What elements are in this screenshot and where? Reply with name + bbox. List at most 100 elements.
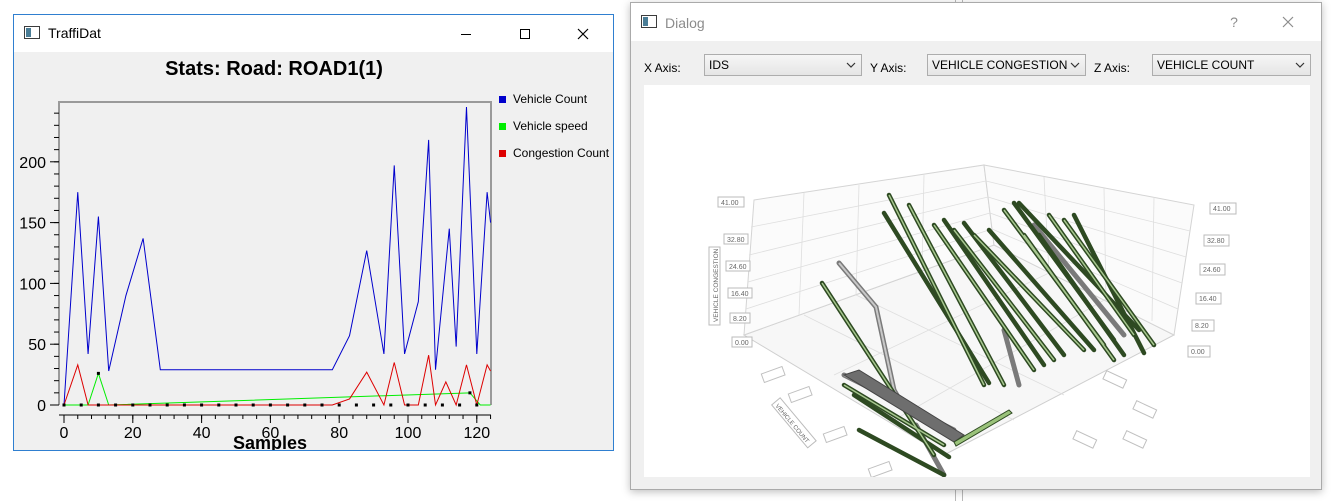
- data-point-marker: [234, 403, 238, 407]
- y-axis-label: Y Axis:: [870, 61, 907, 75]
- z-axis-title-group: VEHICLE COUNT: [770, 397, 817, 449]
- window-title: TraffiDat: [48, 25, 101, 41]
- legend-label: Vehicle speed: [513, 119, 588, 133]
- x-tick-label: 60: [262, 425, 280, 442]
- app-icon: [641, 15, 657, 28]
- series-line: [63, 355, 491, 407]
- data-point-marker: [406, 403, 410, 407]
- minimize-button[interactable]: [443, 15, 489, 52]
- data-point-marker: [131, 403, 135, 407]
- data-point-marker: [251, 403, 255, 407]
- series-line: [63, 107, 492, 406]
- y-axis-title-group: VEHICLE CONGESTION: [708, 246, 721, 326]
- x-tick-label: 80: [330, 425, 348, 442]
- tick-label: 32.80: [727, 237, 745, 244]
- help-button[interactable]: ?: [1211, 3, 1257, 41]
- help-icon: ?: [1230, 14, 1238, 30]
- dialog-title-bar[interactable]: Dialog ?: [631, 3, 1321, 41]
- stats-chart: Stats: Road: ROAD1(1) Samples 0 50 100 150 2…: [14, 52, 613, 453]
- y-tick-label: 200: [19, 155, 46, 172]
- data-point-marker: [62, 403, 66, 407]
- data-point-marker: [79, 403, 83, 407]
- data-point-marker: [354, 403, 358, 407]
- data-point-marker: [475, 403, 479, 407]
- title-bar[interactable]: TraffiDat: [14, 15, 613, 52]
- right-axis-ticks: 41.00 32.80 24.60 16.40 8.20 0.00: [1187, 202, 1237, 358]
- x-tick-label: 120: [463, 425, 490, 442]
- chart-svg: Stats: Road: ROAD1(1) Samples 0 50 100 150 2…: [19, 58, 610, 453]
- tick-label: 16.40: [1199, 296, 1217, 303]
- dialog-close-button[interactable]: [1265, 3, 1311, 41]
- legend-swatch: [499, 96, 506, 103]
- chevron-down-icon: [846, 62, 856, 68]
- data-point-marker: [114, 403, 118, 407]
- x-tick-label: 40: [193, 425, 211, 442]
- data-point-marker: [440, 403, 444, 407]
- x-axis-label: Samples: [233, 433, 307, 450]
- floor-tick-boxes: [760, 365, 1158, 477]
- legend-label: Congestion Count: [513, 146, 610, 160]
- close-icon: [1282, 16, 1294, 28]
- y-tick-label: 150: [19, 216, 46, 233]
- close-button[interactable]: [560, 15, 606, 52]
- minimize-icon: [461, 33, 471, 35]
- data-point-marker: [389, 403, 393, 407]
- data-point-marker: [200, 403, 204, 407]
- legend-swatch: [499, 123, 506, 130]
- y-axis-title: VEHICLE CONGESTION: [713, 248, 720, 322]
- x-tick-label: 20: [124, 425, 142, 442]
- tick-label: 8.20: [733, 316, 747, 323]
- left-axis-ticks: 41.00 32.80 24.60 16.40 8.20 0.00: [717, 196, 753, 348]
- close-icon: [577, 28, 589, 39]
- x-tick-label: 100: [395, 425, 422, 442]
- y-tick-label: 100: [19, 276, 46, 293]
- data-point-marker: [286, 403, 290, 407]
- legend-swatch: [499, 150, 506, 157]
- dialog-title: Dialog: [665, 15, 705, 31]
- data-point-marker: [182, 403, 186, 407]
- base-slab: [842, 369, 965, 443]
- x-tick-label: 0: [60, 425, 69, 442]
- z-axis-title: VEHICLE COUNT: [774, 403, 810, 444]
- tick-label: 24.60: [1203, 267, 1221, 274]
- data-point-marker: [148, 403, 152, 407]
- axis-selector-row: X Axis: IDS Y Axis: VEHICLE CONGESTION Z…: [631, 51, 1321, 79]
- traffidat-window: TraffiDat Stats: Road: ROAD1(1) Samples …: [13, 14, 614, 453]
- data-point-marker: [303, 403, 307, 407]
- chart-title: Stats: Road: ROAD1(1): [165, 58, 383, 80]
- tick-label: 0.00: [1191, 349, 1205, 356]
- tick-label: 16.40: [731, 291, 749, 298]
- tick-label: 8.20: [1195, 323, 1209, 330]
- base-slab-edge: [953, 409, 1013, 447]
- tick-label: 24.60: [729, 264, 747, 271]
- tick-label: 41.00: [721, 200, 739, 207]
- data-point-marker: [372, 403, 376, 407]
- data-point-marker: [96, 403, 100, 407]
- plot-3d-svg: 41.00 32.80 24.60 16.40 8.20 0.00 VEHICL…: [708, 164, 1237, 477]
- z-axis-label: Z Axis:: [1094, 61, 1131, 75]
- z-axis-combo[interactable]: VEHICLE COUNT: [1152, 54, 1311, 76]
- x-axis-label: X Axis:: [644, 61, 681, 75]
- legend: Vehicle Count Vehicle speed Congestion Cou…: [499, 92, 610, 160]
- data-point-marker: [268, 403, 272, 407]
- app-icon: [24, 26, 40, 39]
- surface-3d-plot[interactable]: 41.00 32.80 24.60 16.40 8.20 0.00 VEHICL…: [644, 85, 1310, 477]
- y-axis-value: VEHICLE CONGESTION: [932, 58, 1068, 72]
- series-line: [64, 371, 491, 406]
- maximize-button[interactable]: [502, 15, 548, 52]
- plot-frame: [58, 101, 492, 405]
- z-axis-value: VEHICLE COUNT: [1157, 58, 1255, 72]
- y-tick-label: 50: [28, 337, 46, 354]
- green-ribbons-highlight: [821, 194, 1155, 456]
- legend-label: Vehicle Count: [513, 92, 588, 106]
- chevron-down-icon: [1070, 62, 1080, 68]
- maximize-icon: [520, 28, 530, 39]
- data-point-marker: [458, 403, 462, 407]
- tick-label: 41.00: [1213, 206, 1231, 213]
- y-axis-combo[interactable]: VEHICLE CONGESTION: [927, 54, 1086, 76]
- data-point-marker: [96, 371, 100, 375]
- data-point-marker: [337, 403, 341, 407]
- data-point-marker: [423, 403, 427, 407]
- chevron-down-icon: [1295, 62, 1305, 68]
- x-axis-combo[interactable]: IDS: [704, 54, 862, 76]
